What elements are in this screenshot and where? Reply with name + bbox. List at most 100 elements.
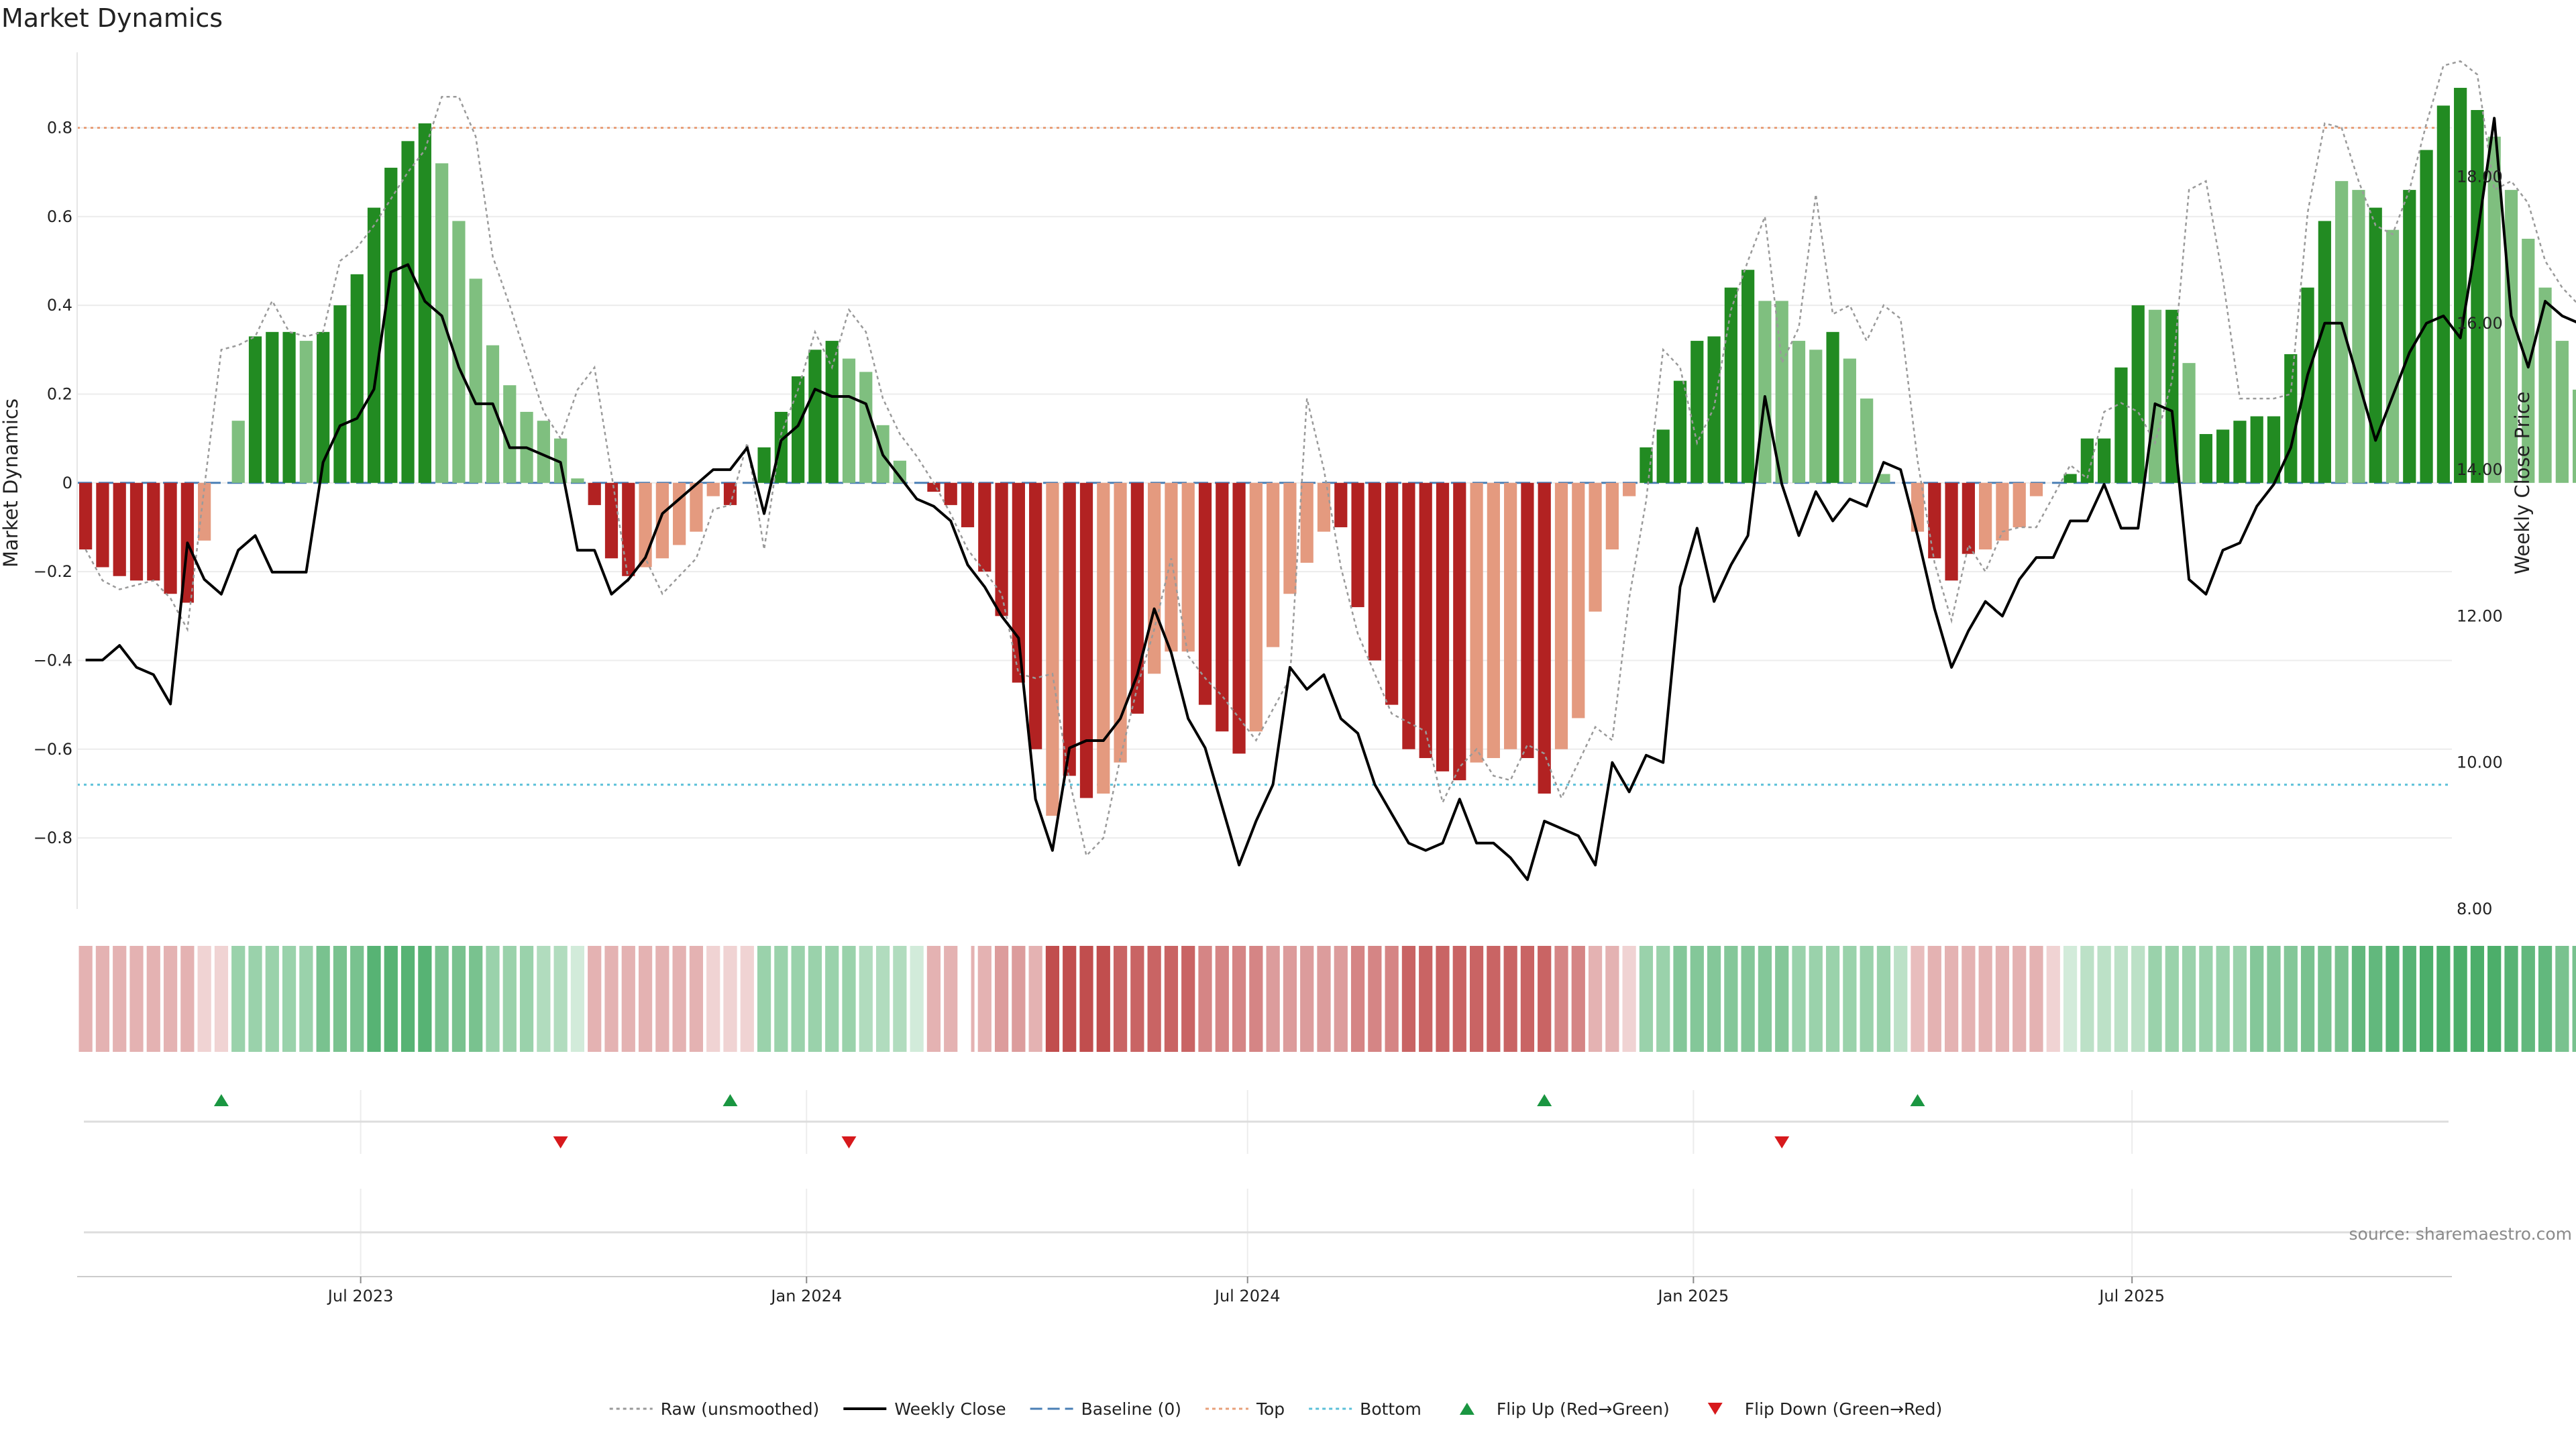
- regime-cell: [926, 946, 941, 1052]
- dynamics-bar: [1181, 482, 1195, 652]
- regime-cell: [2182, 946, 2196, 1052]
- dynamics-bar: [248, 336, 262, 483]
- regime-cell: [1012, 946, 1026, 1052]
- dynamics-bar: [690, 482, 703, 532]
- dynamics-bar: [350, 274, 364, 483]
- regime-cell: [1232, 946, 1246, 1052]
- dynamics-bar: [198, 482, 211, 541]
- regime-cell: [1944, 946, 1959, 1052]
- dynamics-bar: [1283, 482, 1297, 594]
- regime-cell: [2470, 946, 2485, 1052]
- dynamics-bar: [486, 345, 500, 483]
- regime-cell: [2165, 946, 2179, 1052]
- regime-cell: [129, 946, 144, 1052]
- regime-cell: [502, 946, 517, 1052]
- regime-cell: [1520, 946, 1535, 1052]
- legend-item: Top: [1205, 1399, 1285, 1419]
- regime-cell: [1096, 946, 1110, 1052]
- regime-cell: [2504, 946, 2518, 1052]
- lower-panel: [84, 1189, 2449, 1275]
- right-tick-label: 14.00: [2457, 460, 2503, 479]
- dynamics-bar: [1063, 482, 1076, 776]
- dynamics-bar: [1029, 482, 1042, 749]
- right-tick-label: 12.00: [2457, 606, 2503, 625]
- dynamics-bar: [79, 482, 93, 550]
- flip-down-marker: [841, 1136, 857, 1148]
- left-tick-label: −0.2: [34, 562, 72, 581]
- right-axis-title: Weekly Close Price: [2511, 392, 2534, 575]
- regime-cell: [248, 946, 262, 1052]
- regime-cell: [638, 946, 653, 1052]
- dynamics-bar: [842, 358, 856, 483]
- series-lines: [85, 60, 2576, 881]
- regime-cell: [519, 946, 534, 1052]
- regime-cell: [1317, 946, 1331, 1052]
- regime-cell: [2250, 946, 2264, 1052]
- regime-cell: [2351, 946, 2366, 1052]
- dynamics-bar: [317, 331, 330, 483]
- raw-unsmoothed-line: [85, 60, 2576, 858]
- regime-cell: [553, 946, 568, 1052]
- dynamics-bar: [673, 482, 686, 545]
- dynamics-bar: [604, 482, 619, 559]
- dynamics-bar: [1673, 380, 1687, 483]
- dynamics-bars: [79, 87, 2576, 816]
- regime-cell: [2538, 946, 2553, 1052]
- dynamics-bar: [1216, 482, 1229, 732]
- regime-cell: [1130, 946, 1144, 1052]
- legend-label: Bottom: [1360, 1399, 1421, 1419]
- regime-cell: [2216, 946, 2230, 1052]
- dynamics-bar: [469, 278, 482, 483]
- legend-item: Baseline (0): [1030, 1399, 1181, 1419]
- dynamics-bar: [1470, 482, 1483, 763]
- dynamics-bar: [1623, 482, 1636, 496]
- dynamics-bar: [1368, 482, 1381, 661]
- dynamics-bar: [757, 447, 771, 483]
- dynamics-bar: [774, 411, 788, 483]
- regime-cell: [893, 946, 907, 1052]
- regime-cell: [1079, 946, 1093, 1052]
- dynamics-bar: [452, 221, 466, 483]
- dynamics-bar: [435, 163, 449, 483]
- regime-cell: [1350, 946, 1365, 1052]
- regime-cell: [1113, 946, 1128, 1052]
- dynamics-bar: [384, 168, 398, 483]
- flip-up-marker: [213, 1094, 229, 1106]
- legend-item: Bottom: [1309, 1399, 1421, 1419]
- regime-cell: [163, 946, 178, 1052]
- flip-up-marker: [1537, 1094, 1552, 1106]
- legend-item: Flip Up (Red→Green): [1459, 1399, 1670, 1419]
- dynamics-bar: [1690, 341, 1704, 483]
- regime-cell: [2097, 946, 2111, 1052]
- dynamics-bar: [129, 482, 144, 581]
- legend-label: Weekly Close: [894, 1399, 1006, 1419]
- regime-cell: [2114, 946, 2129, 1052]
- regime-strip: [78, 946, 2576, 1052]
- regime-cell: [1927, 946, 1941, 1052]
- dynamics-bar: [893, 460, 906, 483]
- dynamics-bar: [1334, 482, 1348, 527]
- weekly-close-line: [85, 117, 2576, 881]
- regime-cell: [1334, 946, 1348, 1052]
- regime-cell: [384, 946, 398, 1052]
- dynamics-bar: [1453, 482, 1466, 781]
- regime-cell: [1300, 946, 1314, 1052]
- regime-cell: [1469, 946, 1484, 1052]
- regime-cell: [1605, 946, 1619, 1052]
- regime-cell: [1249, 946, 1263, 1052]
- regime-cell: [1419, 946, 1433, 1052]
- dynamics-bar: [1300, 482, 1313, 563]
- dynamics-bar: [1267, 482, 1280, 647]
- regime-cell: [2233, 946, 2247, 1052]
- dynamics-bar: [1012, 482, 1025, 683]
- dynamics-bar: [1521, 482, 1534, 759]
- left-axis-title: Market Dynamics: [0, 398, 22, 568]
- legend-label: Flip Up (Red→Green): [1497, 1399, 1670, 1419]
- dynamics-bar: [2284, 354, 2298, 483]
- regime-cell: [1741, 946, 1755, 1052]
- dynamics-bar: [1996, 482, 2009, 541]
- regime-cell: [316, 946, 330, 1052]
- regime-cell: [1588, 946, 1603, 1052]
- regime-cell: [570, 946, 585, 1052]
- dynamics-bar: [1046, 482, 1059, 816]
